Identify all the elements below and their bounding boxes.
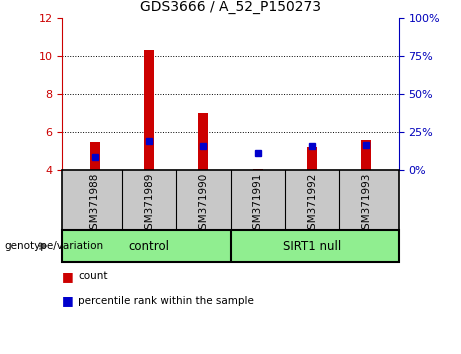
Text: genotype/variation: genotype/variation bbox=[5, 241, 104, 251]
Bar bbox=[90, 142, 100, 170]
Bar bbox=[144, 50, 154, 170]
Text: GSM371993: GSM371993 bbox=[361, 173, 371, 236]
Text: percentile rank within the sample: percentile rank within the sample bbox=[78, 296, 254, 306]
Title: GDS3666 / A_52_P150273: GDS3666 / A_52_P150273 bbox=[140, 0, 321, 14]
Bar bbox=[253, 169, 262, 170]
Text: control: control bbox=[129, 240, 170, 252]
Bar bbox=[199, 113, 208, 170]
Bar bbox=[307, 147, 317, 170]
Text: ■: ■ bbox=[62, 270, 74, 282]
Text: GSM371991: GSM371991 bbox=[253, 173, 263, 236]
Text: SIRT1 null: SIRT1 null bbox=[283, 240, 341, 252]
Text: ■: ■ bbox=[62, 295, 74, 307]
Text: GSM371989: GSM371989 bbox=[144, 173, 154, 236]
Text: GSM371990: GSM371990 bbox=[198, 173, 208, 236]
Text: GSM371992: GSM371992 bbox=[307, 173, 317, 236]
Text: count: count bbox=[78, 271, 108, 281]
Text: GSM371988: GSM371988 bbox=[90, 173, 100, 236]
Bar bbox=[361, 141, 371, 170]
